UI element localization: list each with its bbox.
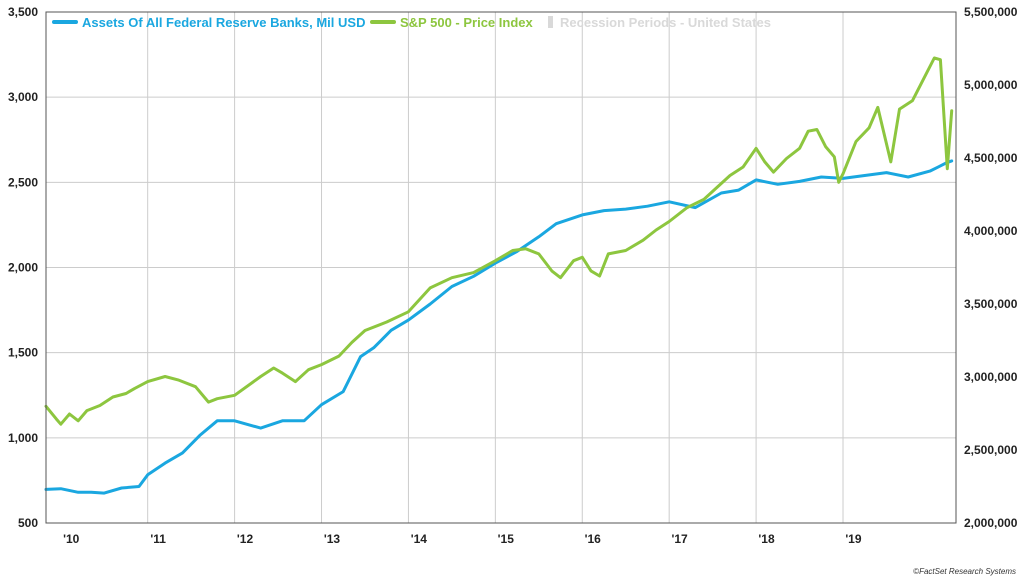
gridlines — [46, 11, 956, 524]
right-tick-label: 5,000,000 — [964, 78, 1018, 92]
left-axis-ticks: 500 1,000 1,500 2,000 2,500 3,000 3,500 — [8, 5, 38, 530]
left-tick-label: 3,500 — [8, 5, 38, 19]
left-tick-label: 2,000 — [8, 261, 38, 275]
x-tick-label: '13 — [324, 532, 341, 546]
series-line-0 — [44, 159, 954, 495]
right-tick-label: 4,000,000 — [964, 224, 1018, 238]
right-tick-label: 2,500,000 — [964, 443, 1018, 457]
x-tick-label: '18 — [758, 532, 775, 546]
right-tick-label: 4,500,000 — [964, 151, 1018, 165]
x-axis-ticks: '10 '11 '12 '13 '14 '15 '16 '17 '18 '19 — [63, 532, 862, 546]
legend-label: Recession Periods - United States — [560, 15, 771, 30]
legend-label: Assets Of All Federal Reserve Banks, Mil… — [82, 15, 365, 30]
x-tick-label: '14 — [411, 532, 428, 546]
legend-label: S&P 500 - Price Index — [400, 15, 533, 30]
series-line-1 — [44, 56, 954, 426]
x-tick-label: '12 — [237, 532, 254, 546]
x-tick-label: '15 — [498, 532, 515, 546]
legend-swatch — [548, 16, 553, 28]
legend: Assets Of All Federal Reserve Banks, Mil… — [52, 15, 771, 30]
right-tick-label: 2,000,000 — [964, 516, 1018, 530]
right-tick-label: 3,500,000 — [964, 297, 1018, 311]
left-tick-label: 2,500 — [8, 175, 38, 189]
x-tick-label: '17 — [672, 532, 689, 546]
right-axis-ticks: 2,000,000 2,500,000 3,000,000 3,500,000 4,00… — [964, 5, 1018, 530]
credit-text: ©FactSet Research Systems — [913, 567, 1016, 576]
x-tick-label: '10 — [63, 532, 80, 546]
plot-frame — [45, 11, 957, 524]
series-lines — [44, 56, 954, 495]
left-tick-label: 1,000 — [8, 431, 38, 445]
left-tick-label: 500 — [18, 516, 38, 530]
left-tick-label: 1,500 — [8, 346, 38, 360]
x-tick-label: '16 — [585, 532, 602, 546]
left-tick-label: 3,000 — [8, 90, 38, 104]
x-tick-label: '11 — [150, 532, 166, 546]
right-tick-label: 3,000,000 — [964, 370, 1018, 384]
x-tick-label: '19 — [845, 532, 862, 546]
right-tick-label: 5,500,000 — [964, 5, 1018, 19]
